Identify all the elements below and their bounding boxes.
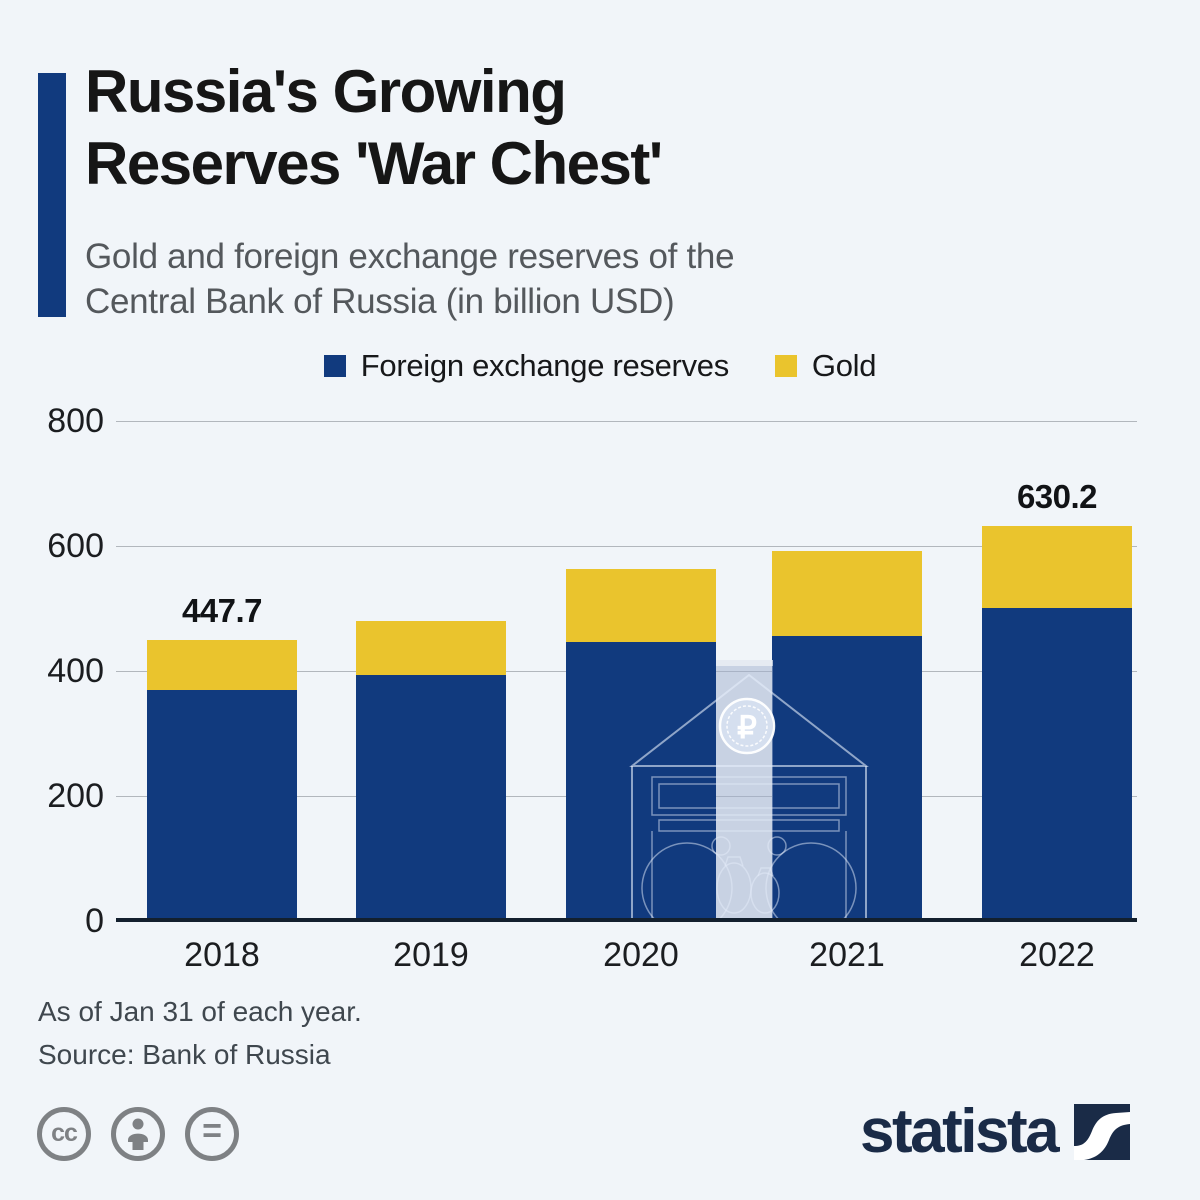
person-glyph	[128, 1118, 148, 1150]
page-subtitle: Gold and foreign exchange reserves of th…	[85, 234, 735, 324]
cc-icon[interactable]: cc	[37, 1107, 91, 1161]
bar-value-label-2022: 630.2	[1016, 478, 1098, 515]
watermark-light-band	[716, 660, 773, 918]
y-tick-800: 800	[47, 402, 104, 440]
bar-segment-foreign-exchange-2018	[147, 690, 297, 918]
footnote-source: Source: Bank of Russia	[38, 1039, 331, 1070]
gridline-600	[116, 546, 1137, 547]
equals-icon[interactable]: =	[185, 1107, 239, 1161]
page-title-line2: Reserves 'War Chest'	[85, 130, 663, 197]
bar-group-2018	[147, 640, 297, 918]
bar-segment-gold-2020	[566, 569, 716, 642]
watermark-band-cap	[716, 660, 773, 666]
ruble-coin-icon: ₽	[718, 697, 776, 755]
gridline-800	[116, 421, 1137, 422]
y-tick-200: 200	[47, 777, 104, 815]
chart-legend: Foreign exchange reserves Gold	[0, 348, 1200, 384]
title-accent-bar	[38, 73, 66, 317]
x-axis-line	[116, 918, 1137, 922]
bar-segment-foreign-exchange-2020	[566, 642, 716, 918]
equals-glyph: =	[202, 1112, 222, 1150]
bar-segment-gold-2021	[772, 551, 922, 636]
money-bag-left	[716, 862, 752, 914]
cc-glyph: cc	[51, 1118, 78, 1147]
statista-logo-mark-icon	[1074, 1103, 1131, 1160]
bar-group-2021	[772, 551, 922, 918]
y-tick-0: 0	[85, 902, 104, 940]
bar-segment-gold-2022	[982, 526, 1132, 608]
page-title: Russia's Growing Reserves 'War Chest'	[85, 56, 663, 200]
footnote: As of Jan 31 of each year. Source: Bank …	[38, 990, 362, 1076]
legend-swatch-gold	[774, 355, 797, 377]
bar-group-2019	[356, 621, 506, 918]
page-subtitle-line1: Gold and foreign exchange reserves of th…	[85, 237, 735, 276]
x-axis-label-2019: 2019	[393, 936, 469, 974]
footnote-note: As of Jan 31 of each year.	[38, 996, 362, 1027]
page-subtitle-line2: Central Bank of Russia (in billion USD)	[85, 282, 675, 321]
x-axis-label-2018: 2018	[184, 936, 260, 974]
legend-swatch-foreign-exchange	[323, 355, 346, 377]
legend-label-foreign-exchange: Foreign exchange reserves	[360, 348, 729, 383]
x-axis-label-2021: 2021	[809, 936, 885, 974]
plot-area: ₽ 447.7 630.2	[116, 421, 1137, 922]
bar-segment-foreign-exchange-2022	[982, 608, 1132, 918]
bar-group-2022	[982, 526, 1132, 918]
legend-item-foreign-exchange: Foreign exchange reserves	[323, 348, 729, 384]
legend-label-gold: Gold	[811, 348, 877, 383]
y-tick-600: 600	[47, 527, 104, 565]
bar-group-2020	[566, 569, 716, 918]
bar-segment-foreign-exchange-2021	[772, 636, 922, 918]
x-axis-label-2022: 2022	[1019, 936, 1095, 974]
bar-segment-foreign-exchange-2019	[356, 675, 506, 918]
x-axis-label-2020: 2020	[603, 936, 679, 974]
legend-item-gold: Gold	[774, 348, 877, 384]
statista-logo[interactable]: statista	[860, 1096, 1131, 1167]
bar-segment-gold-2018	[147, 640, 297, 690]
bar-segment-gold-2019	[356, 621, 506, 675]
bar-value-label-2018: 447.7	[181, 592, 263, 629]
statista-wordmark: statista	[860, 1097, 1060, 1166]
attribution-person-icon[interactable]	[111, 1107, 165, 1161]
license-icons: cc =	[37, 1107, 239, 1161]
page-title-line1: Russia's Growing	[85, 58, 567, 125]
y-tick-400: 400	[47, 652, 104, 690]
ruble-symbol: ₽	[737, 710, 757, 745]
